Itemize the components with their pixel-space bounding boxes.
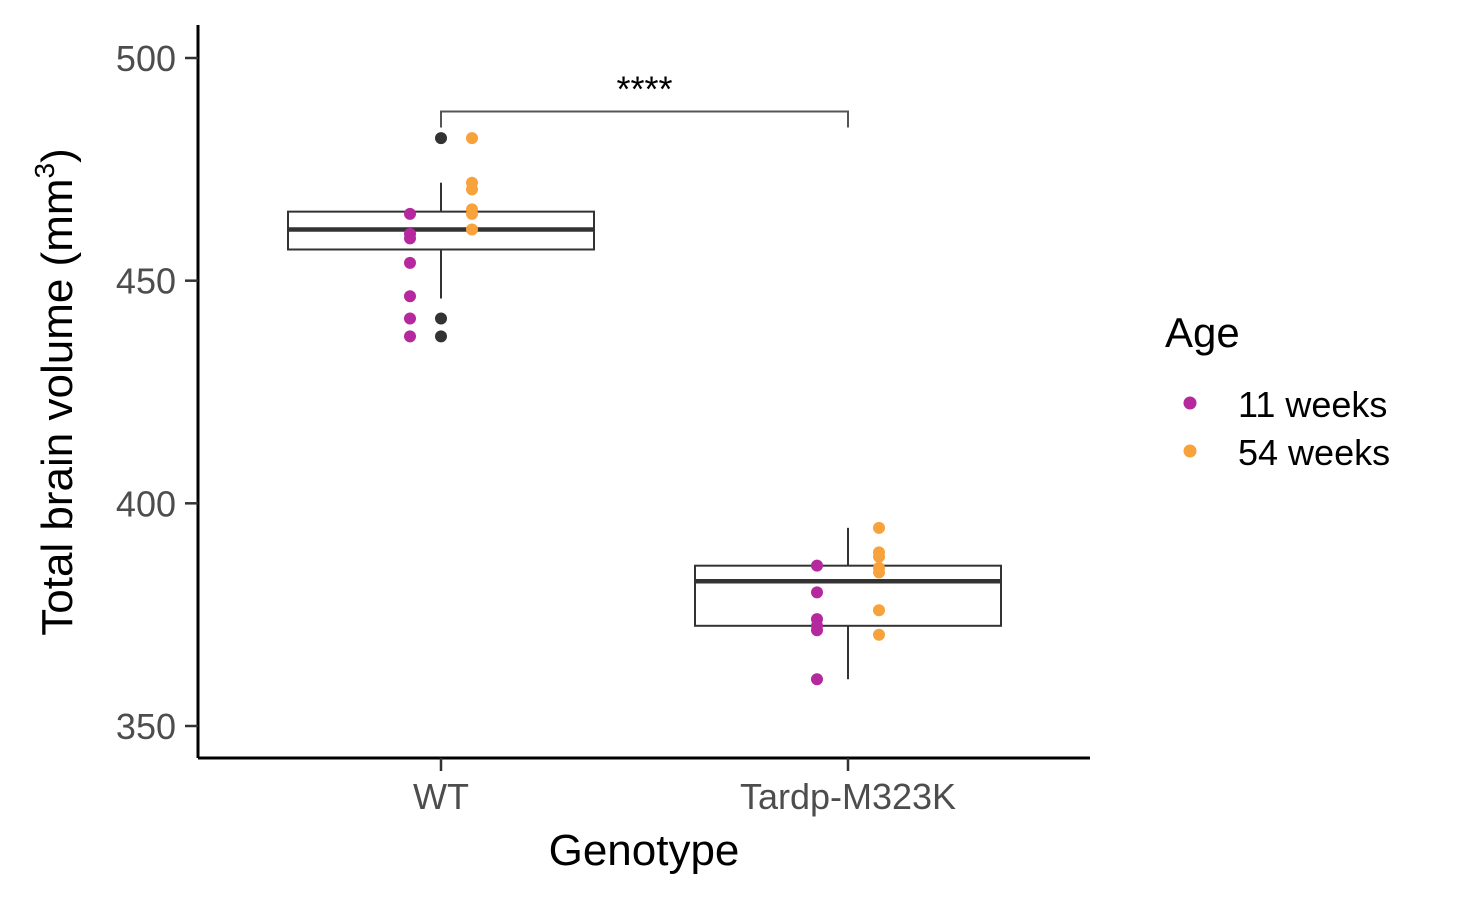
legend-label: 54 weeks <box>1238 432 1390 473</box>
data-point <box>466 183 478 196</box>
y-tick-label: 500 <box>116 38 176 79</box>
data-point <box>404 256 416 269</box>
legend-label: 11 weeks <box>1238 384 1387 425</box>
x-tick-label: WT <box>413 776 469 817</box>
legend-marker <box>1183 396 1197 410</box>
legend-item: 11 weeks <box>1183 384 1387 425</box>
significance-bracket-line <box>440 110 849 128</box>
data-point <box>873 604 885 617</box>
data-point <box>811 559 823 572</box>
significance-label: **** <box>616 68 672 109</box>
data-point <box>404 207 416 220</box>
data-point <box>404 312 416 325</box>
y-tick-label: 350 <box>116 706 176 747</box>
data-point <box>873 550 885 563</box>
y-axis-title-close: ) <box>33 148 82 163</box>
outlier-point <box>435 132 447 145</box>
legend-title: Age <box>1165 309 1240 356</box>
legend-marker <box>1183 444 1197 458</box>
data-point <box>873 566 885 579</box>
data-point <box>811 624 823 637</box>
box-group <box>287 132 595 343</box>
plot-area: **** <box>287 68 1002 686</box>
outlier-point <box>435 312 447 325</box>
data-point <box>466 223 478 236</box>
data-point <box>404 232 416 245</box>
axes: 350 400 450 500 WT Tardp-M323K <box>116 25 1090 817</box>
y-axis-title-main: Total brain volume (mm <box>33 178 82 635</box>
y-axis-title-superscript: 3 <box>29 163 60 179</box>
data-point <box>404 330 416 343</box>
y-axis-title: Total brain volume (mm3) <box>29 148 82 636</box>
box-iqr <box>694 564 1002 627</box>
x-axis-title: Genotype <box>549 826 740 875</box>
outlier-point <box>435 330 447 343</box>
y-tick-label: 400 <box>116 483 176 524</box>
significance-bracket: **** <box>440 68 849 128</box>
data-point <box>811 673 823 686</box>
data-point <box>873 628 885 641</box>
legend-item: 54 weeks <box>1183 432 1390 473</box>
x-tick-label: Tardp-M323K <box>740 776 956 817</box>
data-point <box>466 207 478 220</box>
box-group <box>694 527 1002 680</box>
data-point <box>811 586 823 599</box>
data-point <box>466 132 478 145</box>
legend: Age 11 weeks 54 weeks <box>1165 309 1390 473</box>
data-point <box>873 521 885 534</box>
y-tick-label: 450 <box>116 261 176 302</box>
data-point <box>404 290 416 303</box>
